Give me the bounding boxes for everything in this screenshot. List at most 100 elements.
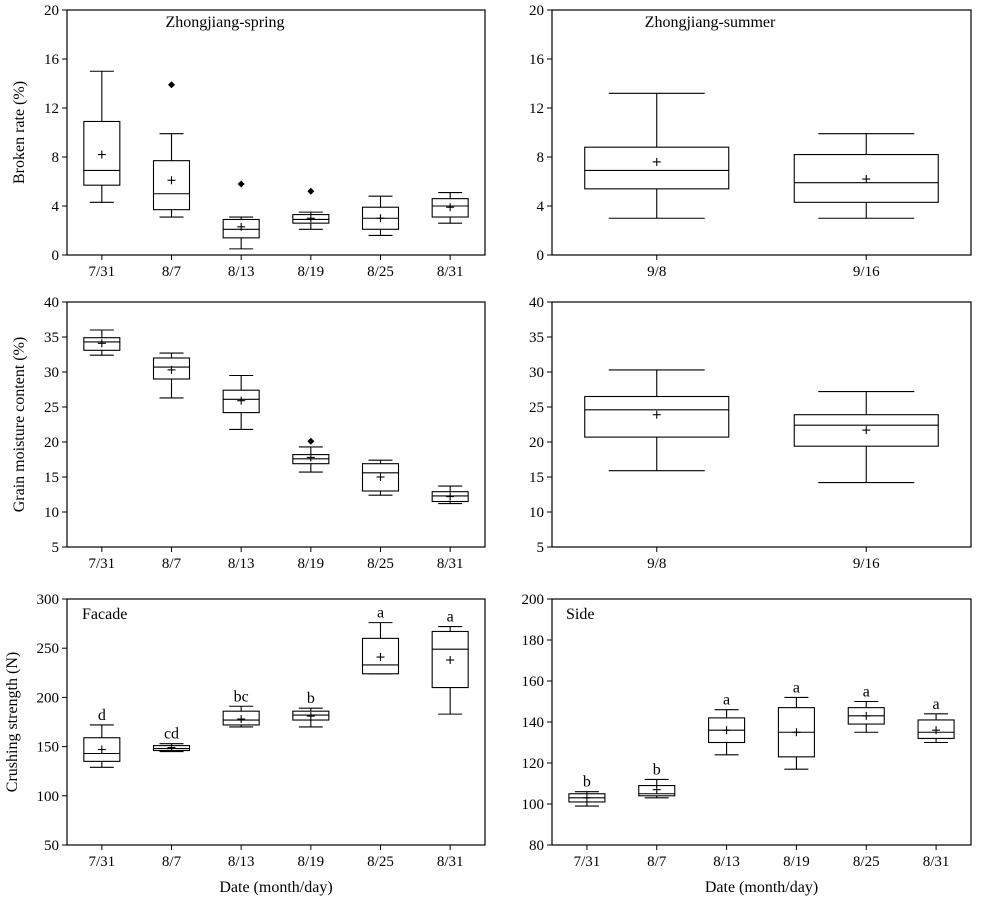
outlier-point (307, 187, 315, 195)
box-8/13: a (708, 692, 746, 756)
y-axis-label: Grain moisture content (%) (11, 337, 28, 513)
x-tick-label: 8/31 (437, 556, 464, 572)
y-tick-label: 15 (44, 470, 59, 486)
x-tick-label: 8/13 (228, 556, 255, 572)
y-tick-label: 12 (529, 101, 544, 117)
y-tick-label: 4 (537, 199, 545, 215)
significance-letter: b (583, 774, 591, 791)
x-tick-label: 7/31 (88, 264, 115, 280)
y-tick-label: 0 (52, 248, 60, 264)
box-8/25: a (847, 684, 885, 733)
box-7/31 (83, 70, 121, 203)
y-tick-label: 160 (522, 674, 545, 690)
box-8/25 (361, 459, 400, 496)
chart-panel-4: 5 10 15 20 25 30 35 40 9/8 9/16 (529, 295, 972, 572)
y-tick-label: 50 (44, 838, 59, 854)
y-tick-label: 5 (52, 540, 60, 556)
chart-panel-1: 0 4 8 12 16 20 7/31 8/7 8/13 8/19 8/25 8/31 Zhongjia… (11, 3, 486, 280)
significance-letter: b (307, 690, 315, 707)
significance-letter: a (377, 605, 384, 622)
x-tick-label: 8/7 (162, 264, 182, 280)
y-tick-label: 30 (529, 365, 544, 381)
box-8/7: b (638, 761, 676, 799)
box-8/13: bc (222, 688, 260, 728)
plot-frame (66, 598, 486, 846)
y-tick-label: 150 (37, 740, 60, 756)
y-tick-label: 20 (529, 435, 544, 451)
y-tick-label: 0 (537, 248, 545, 264)
y-tick-label: 5 (537, 540, 545, 556)
significance-letter: d (98, 707, 106, 724)
x-tick-label: 8/13 (713, 854, 740, 870)
x-tick-label: 8/7 (162, 556, 182, 572)
significance-letter: b (653, 761, 661, 778)
significance-letter: a (793, 679, 800, 696)
x-tick-label: 8/19 (297, 854, 324, 870)
box-8/7 (152, 81, 191, 218)
box-8/7 (152, 352, 191, 399)
y-tick-label: 35 (44, 330, 59, 346)
outlier-point (168, 81, 175, 89)
box-9/16 (793, 391, 939, 484)
box-8/25: a (361, 605, 400, 675)
y-tick-label: 140 (522, 715, 545, 731)
x-tick-label: 8/19 (783, 854, 810, 870)
x-axis-label: Date (month/day) (705, 879, 818, 896)
x-tick-label: 9/8 (647, 556, 666, 572)
x-tick-label: 8/31 (437, 854, 464, 870)
chart-panel-3: 5 10 15 20 25 30 35 40 7/31 8/7 8/13 8/19 8/25 8/31 Gr… (11, 295, 486, 572)
y-tick-label: 8 (52, 150, 60, 166)
panel-title: Zhongjiang-summer (645, 14, 776, 31)
chart-panel-5: 50 100 150 200 250 300 7/31 8/7 8/13 8/19 8/25 8/31… (4, 592, 486, 896)
x-tick-label: 8/25 (367, 556, 394, 572)
x-tick-label: 8/25 (367, 264, 394, 280)
y-tick-label: 40 (529, 295, 544, 311)
box-8/31: a (431, 609, 469, 715)
y-tick-label: 25 (44, 400, 59, 416)
y-tick-label: 35 (529, 330, 544, 346)
box-7/31 (83, 329, 121, 356)
iqr-box (152, 160, 191, 211)
box-8/31: a (917, 696, 955, 744)
x-tick-label: 8/7 (162, 854, 182, 870)
y-tick-label: 20 (44, 3, 59, 19)
significance-letter: bc (234, 688, 249, 705)
outlier-point (307, 437, 315, 445)
x-tick-label: 8/13 (228, 854, 255, 870)
y-tick-label: 200 (522, 592, 545, 608)
box-7/31: b (568, 774, 606, 807)
y-axis-label: Broken rate (%) (11, 81, 28, 184)
y-tick-label: 100 (37, 789, 60, 805)
y-tick-label: 300 (37, 592, 60, 608)
plot-frame (66, 9, 486, 256)
plot-frame (551, 598, 972, 846)
box-8/13 (222, 180, 260, 250)
x-tick-label: 8/31 (437, 264, 464, 280)
panel-title: Side (566, 606, 594, 623)
box-8/7: cd (152, 726, 191, 753)
box-8/19 (292, 187, 330, 230)
y-tick-label: 15 (529, 470, 544, 486)
x-tick-label: 8/7 (647, 854, 667, 870)
y-tick-label: 20 (44, 435, 59, 451)
y-tick-label: 40 (44, 295, 59, 311)
significance-letter: a (447, 609, 454, 626)
y-tick-label: 10 (529, 505, 544, 521)
box-8/31 (431, 485, 469, 505)
significance-letter: a (933, 696, 940, 713)
x-tick-label: 8/19 (297, 264, 324, 280)
y-tick-label: 10 (44, 505, 59, 521)
box-8/31 (431, 191, 469, 224)
x-tick-label: 7/31 (574, 854, 601, 870)
y-tick-label: 180 (522, 633, 545, 649)
box-7/31: d (83, 707, 121, 768)
x-tick-label: 9/16 (853, 264, 880, 280)
y-tick-label: 16 (529, 52, 545, 68)
y-tick-label: 16 (44, 52, 60, 68)
box-8/19: a (777, 679, 815, 770)
x-tick-label: 8/31 (923, 854, 950, 870)
significance-letter: a (863, 684, 870, 701)
box-9/8 (584, 92, 730, 219)
panel-title: Facade (82, 606, 127, 623)
